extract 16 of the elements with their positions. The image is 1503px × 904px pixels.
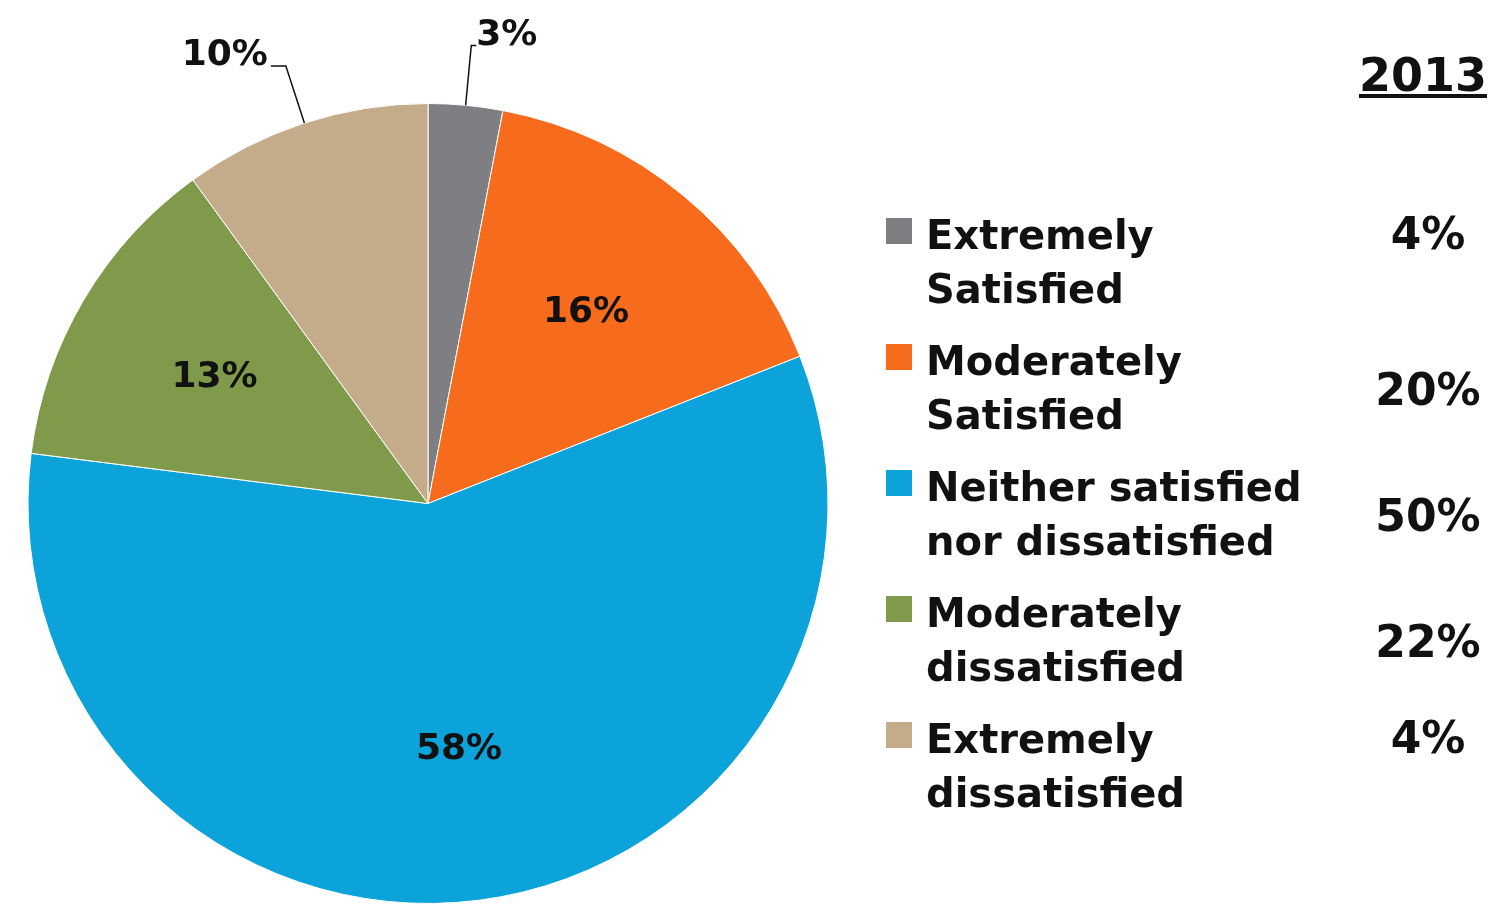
text: 2013 <box>1358 48 1488 102</box>
data-label: 4% <box>1389 208 1467 259</box>
data-label: 22% <box>1374 616 1482 667</box>
data-label: 3% <box>476 11 538 53</box>
data-label: 20% <box>1374 364 1482 415</box>
legend-label: Moderately dissatisfied <box>926 589 1186 692</box>
data-label: 10% <box>181 32 268 74</box>
data-label: 58% <box>416 725 503 767</box>
data-label: 16% <box>543 288 630 330</box>
legend-label: Extremely Satisfied <box>926 211 1155 314</box>
legend-label: Neither satisfied nor dissatisfied <box>926 463 1303 566</box>
data-label: 13% <box>171 353 258 395</box>
data-label: 4% <box>1389 712 1467 763</box>
data-label: 50% <box>1374 490 1482 541</box>
legend-label: Extremely dissatisfied <box>926 715 1186 818</box>
legend-label: Moderately Satisfied <box>926 337 1183 440</box>
